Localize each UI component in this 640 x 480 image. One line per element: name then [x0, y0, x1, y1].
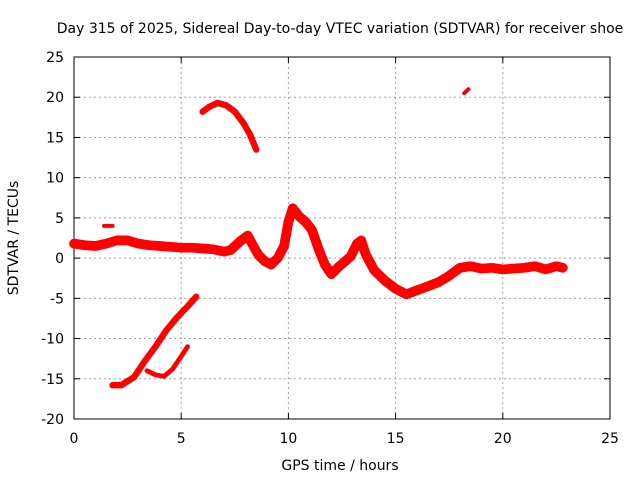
x-tick-label: 15: [387, 431, 405, 447]
series-trace-small-segment-top: [462, 87, 471, 96]
data-series: [69, 87, 568, 389]
x-tick-label: 25: [601, 431, 619, 447]
series-trace-upper-arc: [199, 99, 260, 153]
x-tick-label: 20: [494, 431, 512, 447]
y-tick-label: 20: [46, 90, 64, 106]
y-tick-label: -5: [50, 291, 64, 307]
series-trace-rising-diagonal: [109, 293, 200, 389]
x-tick-label: 0: [70, 431, 79, 447]
chart-title: Day 315 of 2025, Sidereal Day-to-day VTE…: [57, 21, 624, 37]
plot-frame: [73, 56, 611, 420]
y-tick-label: 25: [46, 50, 64, 66]
y-tick-label: 0: [55, 251, 64, 267]
series-trace-lower-hook: [144, 344, 190, 379]
grid: [74, 57, 610, 419]
series-main-trace: [69, 203, 568, 300]
x-tick-label: 5: [177, 431, 186, 447]
y-tick-label: 15: [46, 130, 64, 146]
y-axis-label: SDTVAR / TECUs: [6, 181, 22, 296]
y-tick-label: 5: [55, 211, 64, 227]
y-tick-label: -20: [41, 412, 64, 428]
y-tick-label: -10: [41, 332, 64, 348]
axis-ticks: 0 5 10 15 20 25 -20 -15 -10 -5 0 5 10 15 20 25: [41, 50, 619, 447]
y-tick-label: 10: [46, 171, 64, 187]
x-tick-label: 10: [279, 431, 297, 447]
x-axis-label: GPS time / hours: [281, 458, 398, 474]
y-tick-label: -15: [41, 372, 64, 388]
